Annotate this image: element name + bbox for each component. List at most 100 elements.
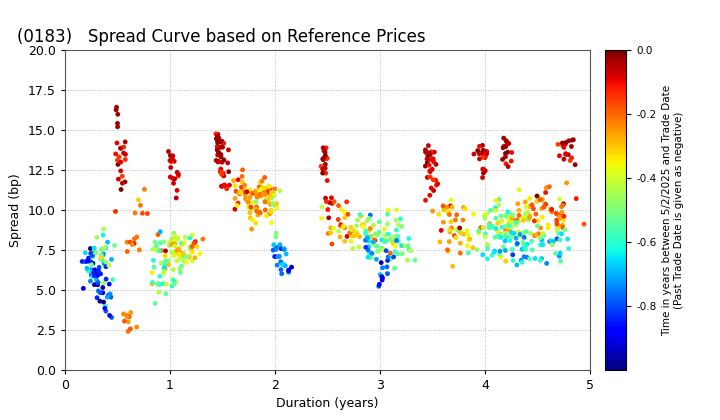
- Point: [82, 268, 94, 274]
- Point: [240, 196, 251, 202]
- Point: [231, 202, 243, 209]
- Point: [266, 219, 277, 226]
- Point: [390, 217, 402, 223]
- Point: [547, 239, 559, 245]
- Point: [478, 166, 490, 173]
- Point: [552, 236, 563, 242]
- Point: [215, 151, 227, 158]
- Point: [76, 258, 88, 265]
- Point: [322, 177, 333, 184]
- Point: [98, 226, 109, 232]
- Point: [513, 229, 525, 236]
- Point: [342, 211, 354, 218]
- Point: [171, 236, 183, 242]
- Point: [168, 281, 180, 287]
- Point: [120, 151, 131, 158]
- Point: [519, 245, 531, 252]
- Point: [178, 252, 189, 259]
- Point: [186, 249, 198, 255]
- Point: [517, 239, 528, 246]
- Point: [513, 186, 525, 193]
- Point: [399, 242, 410, 249]
- Point: [175, 253, 186, 260]
- Point: [220, 183, 231, 189]
- X-axis label: Duration (years): Duration (years): [276, 397, 379, 410]
- Point: [317, 165, 328, 172]
- Point: [83, 255, 94, 261]
- Point: [377, 277, 388, 284]
- Point: [164, 173, 176, 180]
- Point: [344, 229, 356, 236]
- Point: [276, 270, 287, 277]
- Point: [354, 211, 366, 218]
- Point: [97, 284, 109, 291]
- Point: [496, 224, 508, 231]
- Point: [153, 289, 165, 296]
- Point: [490, 225, 502, 232]
- Point: [570, 195, 582, 202]
- Point: [505, 229, 517, 236]
- Point: [179, 239, 190, 246]
- Point: [347, 245, 359, 252]
- Point: [562, 236, 573, 242]
- Point: [455, 229, 467, 236]
- Point: [216, 171, 228, 178]
- Point: [566, 143, 577, 150]
- Point: [500, 160, 512, 167]
- Point: [558, 217, 570, 224]
- Point: [98, 299, 109, 305]
- Point: [339, 238, 351, 244]
- Point: [495, 231, 507, 238]
- Point: [557, 224, 569, 231]
- Point: [556, 231, 567, 237]
- Point: [212, 134, 223, 141]
- Point: [117, 180, 128, 186]
- Point: [279, 245, 290, 252]
- Point: [95, 255, 107, 262]
- Point: [318, 165, 329, 172]
- Point: [176, 262, 187, 269]
- Point: [271, 205, 282, 212]
- Point: [513, 207, 525, 214]
- Point: [250, 206, 261, 213]
- Point: [505, 224, 517, 231]
- Point: [129, 236, 140, 242]
- Point: [536, 214, 548, 220]
- Point: [498, 135, 510, 142]
- Point: [522, 209, 534, 216]
- Point: [239, 184, 251, 190]
- Point: [321, 155, 333, 162]
- Point: [120, 139, 131, 145]
- Point: [237, 178, 248, 185]
- Point: [244, 194, 256, 201]
- Point: [484, 224, 495, 231]
- Point: [474, 155, 485, 162]
- Point: [316, 203, 328, 210]
- Point: [271, 246, 282, 253]
- Point: [168, 241, 179, 248]
- Point: [479, 215, 490, 222]
- Point: [378, 247, 390, 253]
- Point: [538, 204, 549, 210]
- Point: [186, 257, 198, 264]
- Point: [480, 168, 491, 174]
- Point: [438, 219, 449, 226]
- Point: [490, 205, 501, 211]
- Point: [490, 207, 501, 214]
- Point: [89, 266, 100, 273]
- Point: [120, 156, 131, 163]
- Point: [477, 154, 489, 161]
- Point: [159, 252, 171, 259]
- Point: [500, 227, 511, 234]
- Point: [252, 206, 264, 213]
- Point: [171, 247, 183, 254]
- Point: [506, 219, 518, 226]
- Point: [252, 212, 264, 218]
- Point: [169, 232, 181, 239]
- Point: [94, 264, 105, 271]
- Point: [110, 107, 122, 113]
- Point: [389, 265, 400, 272]
- Point: [369, 237, 381, 244]
- Point: [403, 235, 415, 242]
- Point: [218, 157, 230, 163]
